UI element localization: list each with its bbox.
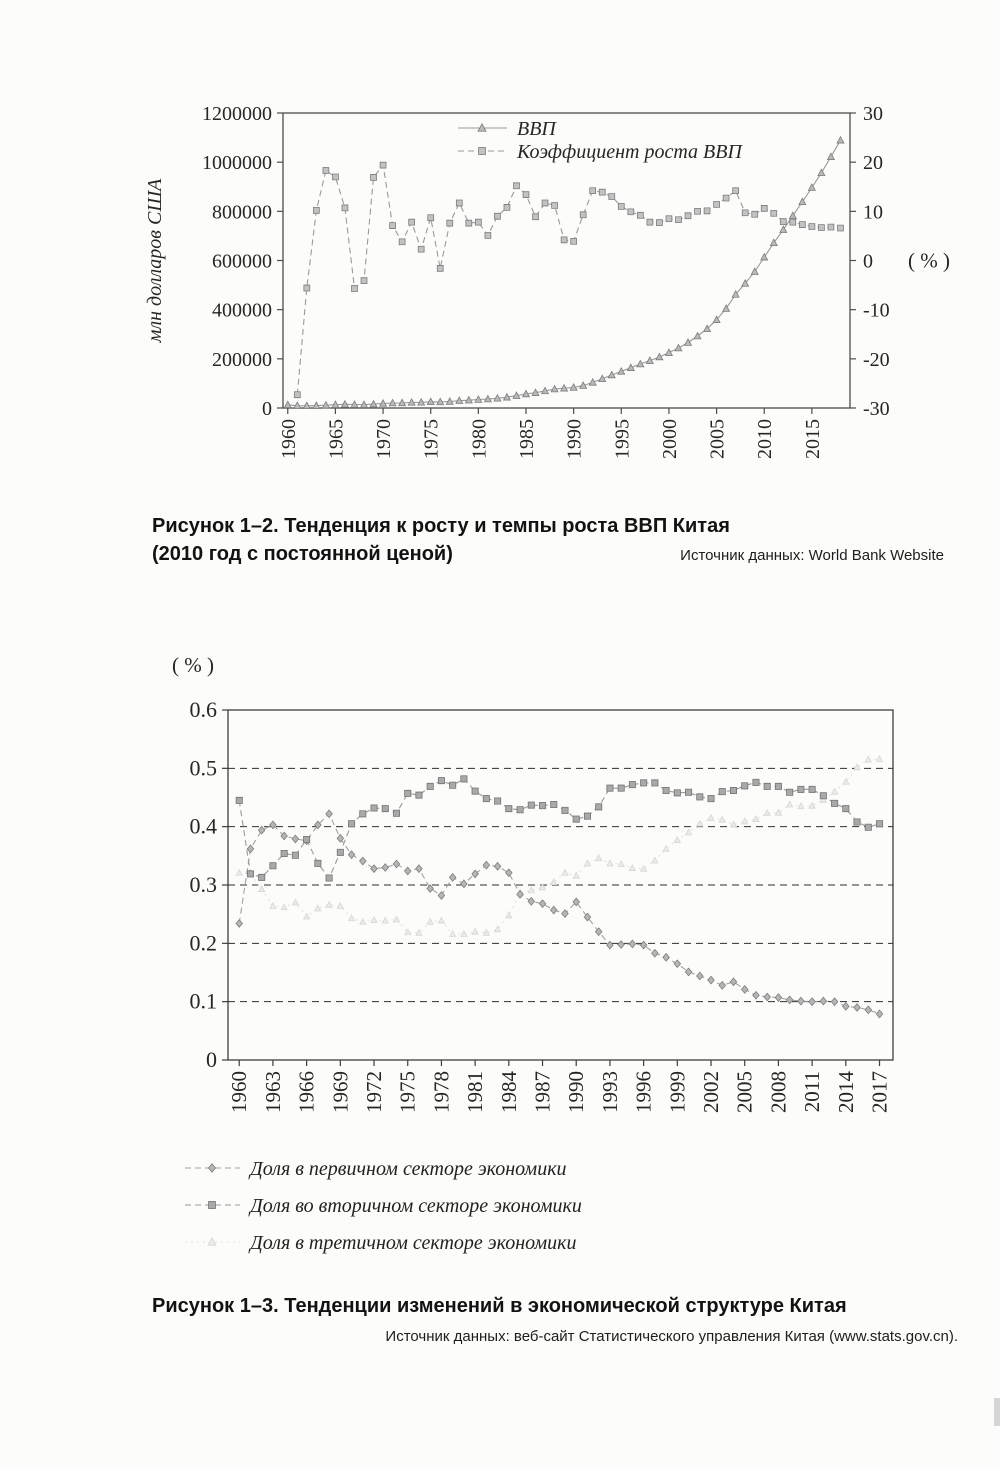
svg-text:1960: 1960 [227, 1071, 251, 1113]
svg-text:( % ): ( % ) [172, 653, 214, 677]
svg-text:1960: 1960 [278, 419, 300, 459]
figure1-caption: Рисунок 1–2. Тенденция к росту и темпы р… [152, 512, 944, 568]
svg-text:млн долларов США: млн долларов США [144, 178, 166, 344]
svg-text:2011: 2011 [800, 1071, 824, 1112]
figure2-series-1 [235, 775, 884, 882]
figure2-caption: Рисунок 1–3. Тенденции изменений в эконо… [152, 1292, 958, 1345]
svg-text:0.4: 0.4 [190, 814, 218, 839]
svg-text:1981: 1981 [463, 1071, 487, 1113]
svg-text:20: 20 [863, 152, 883, 174]
svg-text:1200000: 1200000 [202, 103, 272, 125]
svg-text:-30: -30 [863, 398, 890, 420]
svg-text:10: 10 [863, 201, 883, 223]
svg-text:1969: 1969 [328, 1071, 352, 1113]
svg-text:0.3: 0.3 [190, 872, 218, 897]
svg-text:0: 0 [206, 1047, 217, 1072]
svg-text:1963: 1963 [261, 1071, 285, 1113]
svg-text:1970: 1970 [373, 419, 395, 459]
svg-text:0: 0 [863, 251, 873, 273]
svg-text:0: 0 [262, 398, 272, 420]
svg-text:2010: 2010 [754, 419, 776, 459]
svg-text:800000: 800000 [212, 201, 272, 223]
svg-text:2017: 2017 [868, 1071, 892, 1113]
svg-text:1999: 1999 [665, 1071, 689, 1113]
svg-text:2005: 2005 [707, 419, 729, 459]
svg-text:1996: 1996 [632, 1071, 656, 1113]
svg-text:ВВП: ВВП [517, 118, 557, 140]
figure2-plot: ( % ) 0.6 0.5 0.4 0.3 0.2 0.1 0 1960 1963 1966 1969… [172, 653, 894, 1254]
figure2-caption-title: Рисунок 1–3. Тенденции изменений в эконо… [152, 1295, 847, 1317]
figure2-legend: Доля в первичном секторе экономики Доля в… [185, 1158, 582, 1254]
scan-artifact [994, 1398, 1000, 1426]
svg-text:2015: 2015 [802, 419, 824, 459]
svg-text:1990: 1990 [564, 419, 586, 459]
figure2-axes: 0.6 0.5 0.4 0.3 0.2 0.1 0 1960 1963 1966 1969 1972 1… [190, 697, 892, 1113]
svg-text:( % ): ( % ) [908, 249, 950, 273]
figure1-caption-title: Рисунок 1–2. Тенденция к росту и темпы р… [152, 515, 730, 537]
svg-text:2005: 2005 [733, 1071, 757, 1113]
svg-text:-10: -10 [863, 300, 890, 322]
svg-text:400000: 400000 [212, 300, 272, 322]
svg-text:0.6: 0.6 [190, 697, 218, 722]
svg-text:2008: 2008 [766, 1071, 790, 1113]
figure1-axes: 1200000 1000000 800000 600000 400000 200000 0 3… [144, 103, 950, 459]
figure1-gdp-chart: 1200000 1000000 800000 600000 400000 200000 0 3… [144, 103, 950, 459]
svg-text:0.5: 0.5 [190, 755, 218, 780]
svg-text:1966: 1966 [295, 1071, 319, 1113]
svg-text:Доля в первичном секторе эконо: Доля в первичном секторе экономики [248, 1158, 567, 1180]
figure1-series-1 [293, 161, 844, 399]
svg-text:1985: 1985 [516, 419, 538, 459]
svg-text:1990: 1990 [564, 1071, 588, 1113]
figure1-series-0 [283, 135, 845, 410]
svg-text:2002: 2002 [699, 1071, 723, 1113]
svg-text:Доля в третичном секторе эконо: Доля в третичном секторе экономики [248, 1232, 576, 1254]
figure1-plot: 1200000 1000000 800000 600000 400000 200000 0 3… [144, 103, 950, 459]
svg-text:1000000: 1000000 [202, 152, 272, 174]
svg-text:0.1: 0.1 [190, 989, 218, 1014]
svg-text:200000: 200000 [212, 349, 272, 371]
figure1-source: Источник данных: World Bank Website [680, 547, 944, 564]
svg-text:Коэффициент роста ВВП: Коэффициент роста ВВП [516, 141, 743, 163]
svg-text:0.2: 0.2 [190, 930, 218, 955]
svg-text:1972: 1972 [362, 1071, 386, 1113]
figure2-source: Источник данных: веб-сайт Статистическог… [385, 1328, 958, 1345]
svg-text:-20: -20 [863, 349, 890, 371]
svg-text:2000: 2000 [659, 419, 681, 459]
svg-text:1975: 1975 [396, 1071, 420, 1113]
svg-text:1995: 1995 [611, 419, 633, 459]
svg-text:1975: 1975 [421, 419, 443, 459]
svg-text:1965: 1965 [325, 419, 347, 459]
svg-text:1978: 1978 [429, 1071, 453, 1113]
figure2-series-2 [235, 754, 884, 937]
svg-text:1984: 1984 [497, 1071, 521, 1114]
svg-text:30: 30 [863, 103, 883, 125]
svg-text:Доля во вторичном секторе экон: Доля во вторичном секторе экономики [248, 1195, 582, 1217]
figure2-series-0 [235, 809, 884, 1019]
svg-text:1993: 1993 [598, 1071, 622, 1113]
svg-text:1987: 1987 [531, 1071, 555, 1113]
figure2-structure-chart: ( % ) 0.6 0.5 0.4 0.3 0.2 0.1 0 1960 1963 1966 1969… [172, 653, 894, 1254]
svg-text:2014: 2014 [834, 1071, 858, 1114]
figure1-caption-subtitle: (2010 год с постоянной ценой) [152, 543, 453, 565]
svg-text:600000: 600000 [212, 251, 272, 273]
svg-text:1980: 1980 [468, 419, 490, 459]
